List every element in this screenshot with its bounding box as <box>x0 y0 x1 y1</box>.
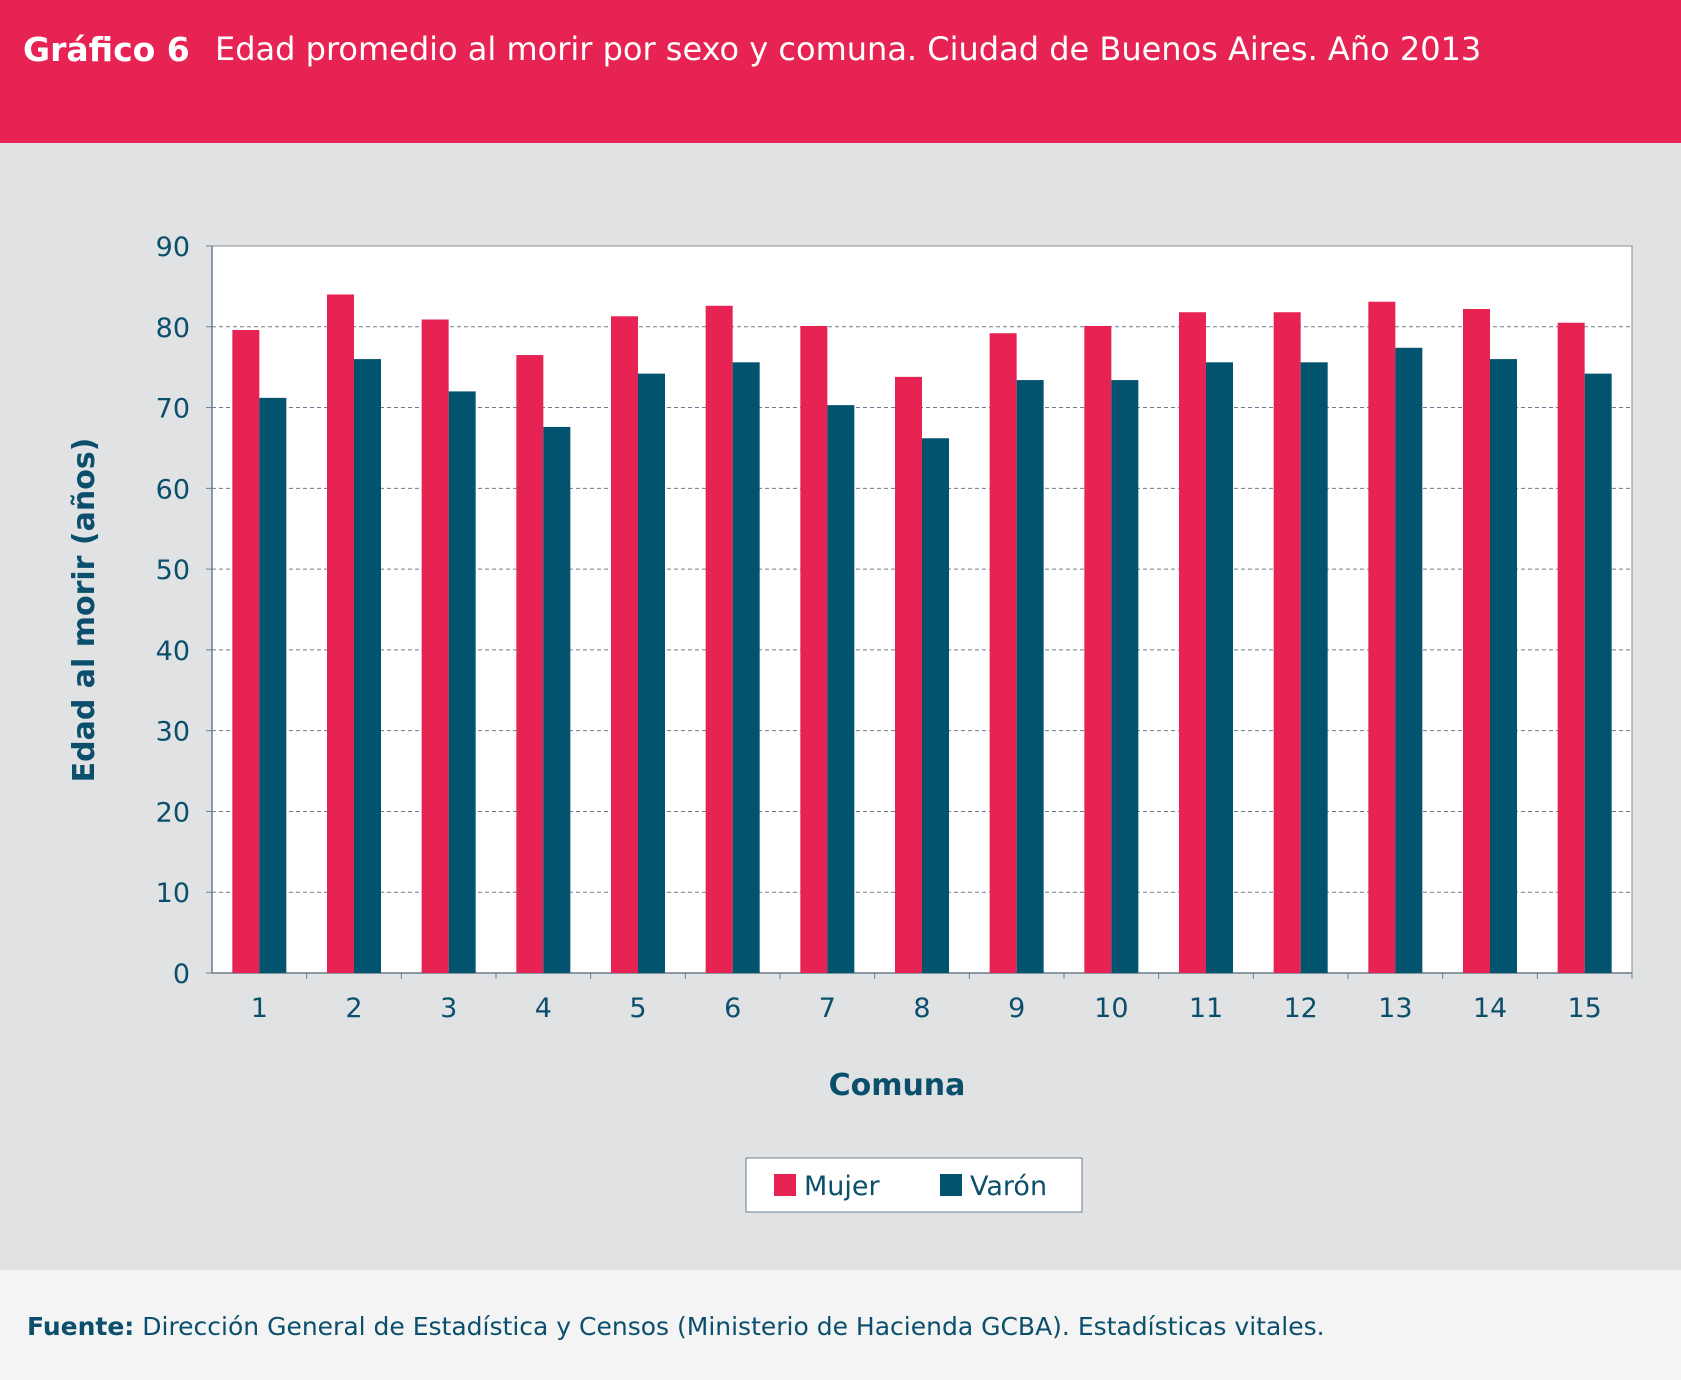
legend-label-mujer: Mujer <box>804 1171 881 1202</box>
bar-mujer-14 <box>1463 309 1490 973</box>
x-tick-label: 8 <box>913 993 930 1024</box>
x-tick-label: 14 <box>1473 993 1507 1024</box>
legend-swatch-varon <box>940 1174 962 1196</box>
bar-mujer-1 <box>232 330 260 973</box>
bar-mujer-11 <box>1179 312 1206 973</box>
x-tick-label: 4 <box>535 993 552 1024</box>
source-text: Dirección General de Estadística y Censo… <box>134 1312 1325 1341</box>
bar-mujer-2 <box>327 294 354 973</box>
x-tick-label: 5 <box>629 993 646 1024</box>
source-label: Fuente: <box>27 1312 135 1341</box>
bar-mujer-13 <box>1368 301 1396 973</box>
x-tick-label: 12 <box>1283 993 1317 1024</box>
chart-area: 0 10 20 30 40 50 60 70 80 90 1 2 3 4 5 6 7 8 9 10 11 12 13 14 15… <box>0 143 1681 1270</box>
x-tick-label: 10 <box>1094 993 1128 1024</box>
y-tick-label: 80 <box>156 313 190 344</box>
x-tick-label: 3 <box>440 993 457 1024</box>
x-tick-label: 13 <box>1378 993 1412 1024</box>
bar-mujer-10 <box>1084 325 1112 974</box>
bar-mujer-7 <box>800 325 828 974</box>
bar-varon-2 <box>354 359 381 973</box>
bar-mujer-3 <box>421 319 449 973</box>
y-axis-label: Edad al morir (años) <box>67 438 102 783</box>
bar-varon-9 <box>1016 380 1044 973</box>
bar-varon-3 <box>448 391 476 973</box>
y-tick-label: 60 <box>156 474 190 505</box>
x-tick-label: 9 <box>1008 993 1025 1024</box>
x-tick-label: 11 <box>1189 993 1223 1024</box>
bar-varon-12 <box>1300 362 1328 973</box>
y-tick-label: 90 <box>156 232 190 263</box>
bar-mujer-5 <box>611 316 638 973</box>
x-tick-label: 15 <box>1567 993 1601 1024</box>
bar-varon-10 <box>1111 380 1139 973</box>
y-tick-label: 70 <box>156 394 190 425</box>
bar-varon-11 <box>1206 362 1233 973</box>
bar-mujer-12 <box>1273 312 1301 973</box>
x-axis-label: Comuna <box>829 1068 966 1103</box>
bar-mujer-8 <box>895 376 922 973</box>
chart-title: Edad promedio al morir por sexo y comuna… <box>215 30 1482 68</box>
footer: Fuente: Dirección General de Estadística… <box>0 1270 1681 1380</box>
source-note: Fuente: Dirección General de Estadística… <box>27 1312 1325 1341</box>
x-tick-label: 1 <box>251 993 268 1024</box>
bar-varon-14 <box>1490 359 1517 973</box>
y-tick-label: 0 <box>173 959 190 990</box>
bar-varon-4 <box>543 426 571 973</box>
bar-mujer-6 <box>705 305 733 973</box>
x-tick-label: 7 <box>819 993 836 1024</box>
bar-varon-15 <box>1584 373 1612 973</box>
bar-varon-5 <box>638 373 665 973</box>
y-tick-label: 30 <box>156 717 190 748</box>
legend-swatch-mujer <box>774 1174 796 1196</box>
bar-varon-7 <box>827 405 855 974</box>
bar-mujer-15 <box>1557 322 1585 973</box>
bar-varon-6 <box>732 362 760 973</box>
y-tick-label: 20 <box>156 797 190 828</box>
y-tick-label: 40 <box>156 636 190 667</box>
bar-varon-1 <box>259 397 287 973</box>
chart-header: Gráfico 6 Edad promedio al morir por sex… <box>0 0 1681 143</box>
bar-varon-13 <box>1395 347 1423 973</box>
bar-mujer-4 <box>516 355 544 973</box>
y-tick-label: 50 <box>156 555 190 586</box>
x-tick-label: 6 <box>724 993 741 1024</box>
chart-number: Gráfico 6 <box>23 30 190 69</box>
legend <box>745 1157 1083 1213</box>
legend-label-varon: Varón <box>970 1171 1047 1202</box>
bar-varon-8 <box>922 438 949 973</box>
bar-mujer-9 <box>989 333 1017 973</box>
x-tick-label: 2 <box>345 993 362 1024</box>
y-tick-label: 10 <box>156 878 190 909</box>
